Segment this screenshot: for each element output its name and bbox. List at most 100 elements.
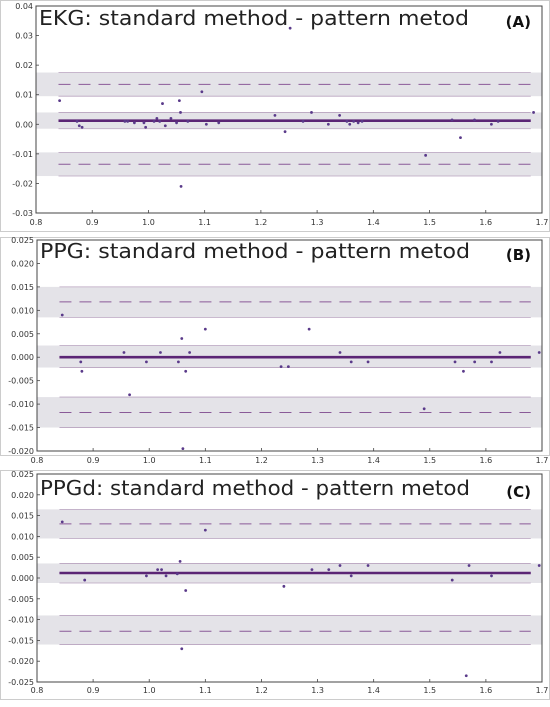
x-tick-label: 1.2 [255,686,268,695]
y-tick-label: 0.020 [11,259,34,268]
data-point [179,111,182,114]
data-point [301,119,305,123]
y-tick-label: -0.03 [12,209,33,218]
y-tick-label: 0.010 [11,306,34,315]
y-tick-label: -0.015 [8,424,34,433]
x-tick-label: 1.0 [142,218,155,227]
data-point [77,124,81,128]
data-point [75,119,79,123]
data-point [345,119,349,123]
data-point [366,360,370,364]
panel-label: (B) [506,246,531,264]
data-point [498,351,502,354]
y-tick-label: 0.01 [15,91,33,100]
data-point [473,118,476,122]
y-tick-label: -0.015 [8,636,34,645]
data-point [356,121,360,125]
y-tick-label: 0.005 [11,553,34,562]
y-tick-label: -0.020 [8,657,34,666]
data-point [360,119,364,123]
data-point [145,360,148,364]
data-point [123,119,127,123]
x-tick-label: 1.1 [199,686,212,695]
plot-frame [35,5,543,214]
data-point [175,121,178,125]
data-point [348,122,352,126]
data-point [179,184,183,188]
data-point [462,369,465,373]
x-tick-label: 1.3 [311,456,324,465]
data-point [142,121,146,125]
data-point [122,351,126,354]
data-point [144,125,148,129]
data-point [145,574,148,578]
x-tick-label: 1.5 [423,686,436,695]
data-point [203,327,207,331]
x-tick-label: 1.6 [480,686,493,695]
data-point [175,572,179,576]
data-point [490,122,493,126]
y-tick-label: 0.03 [15,32,33,41]
x-tick-label: 0.9 [87,686,100,695]
data-point [83,578,87,582]
data-point [159,351,162,354]
x-tick-label: 0.9 [87,456,100,465]
y-tick-label: 0.010 [11,532,34,541]
x-tick-label: 0.8 [31,456,44,465]
data-point [180,647,184,651]
y-tick-label: 0.020 [11,491,34,500]
data-point [537,564,541,567]
x-tick-label: 0.8 [30,218,43,227]
data-point [200,90,204,94]
y-tick-label: 0.000 [11,574,34,583]
data-point [537,351,541,354]
data-point [181,447,185,451]
data-point [161,102,164,105]
y-tick-label: 0.015 [11,512,34,521]
y-tick-label: 0.000 [11,353,34,362]
x-tick-label: 1.1 [198,218,211,227]
data-point [288,26,292,30]
x-tick-label: 1.5 [423,456,436,465]
data-point [273,114,277,117]
panel-c: 0.025 0.020 0.015 0.010 0.005 0.000 -0.005 -0.0… [0,470,550,700]
data-point [286,365,290,368]
x-tick-label: 1.7 [536,456,549,465]
x-tick-label: 1.4 [367,218,380,227]
y-tick-label: -0.02 [12,179,33,188]
data-point [490,360,493,364]
y-tick-label: 0.04 [15,2,33,11]
data-point [338,564,342,567]
y-tick-label: -0.010 [8,400,34,409]
data-point [158,119,162,123]
data-point [326,122,330,126]
data-point [156,568,160,572]
lower-band [37,615,542,645]
chart-title: PPG: standard method - pattern metod [40,239,470,263]
data-point [450,578,454,582]
data-point [490,574,493,578]
data-point [459,136,462,139]
x-tick-label: 1.2 [255,456,268,465]
x-tick-label: 0.8 [31,686,44,695]
y-tick-label: 0.015 [11,283,34,292]
data-point [349,360,353,364]
data-point [204,122,208,126]
x-tick-label: 1.3 [311,686,324,695]
chart-title: PPGd: standard method - pattern metod [40,476,470,500]
data-point [467,564,471,567]
data-point [366,564,370,567]
data-point [184,589,188,592]
data-point [464,674,468,678]
y-tick-label: 0.025 [11,470,34,479]
data-point [80,125,84,129]
x-tick-label: 1.2 [255,218,268,227]
x-tick-label: 1.7 [536,218,549,227]
panel-b: 0.025 0.020 0.015 0.010 0.005 0.000 -0.005 -0.0… [0,236,550,465]
data-point [180,337,184,340]
data-point [80,369,84,373]
data-point [338,351,342,354]
y-tick-label: -0.005 [8,595,34,604]
data-point [184,369,188,373]
data-point [450,118,454,122]
